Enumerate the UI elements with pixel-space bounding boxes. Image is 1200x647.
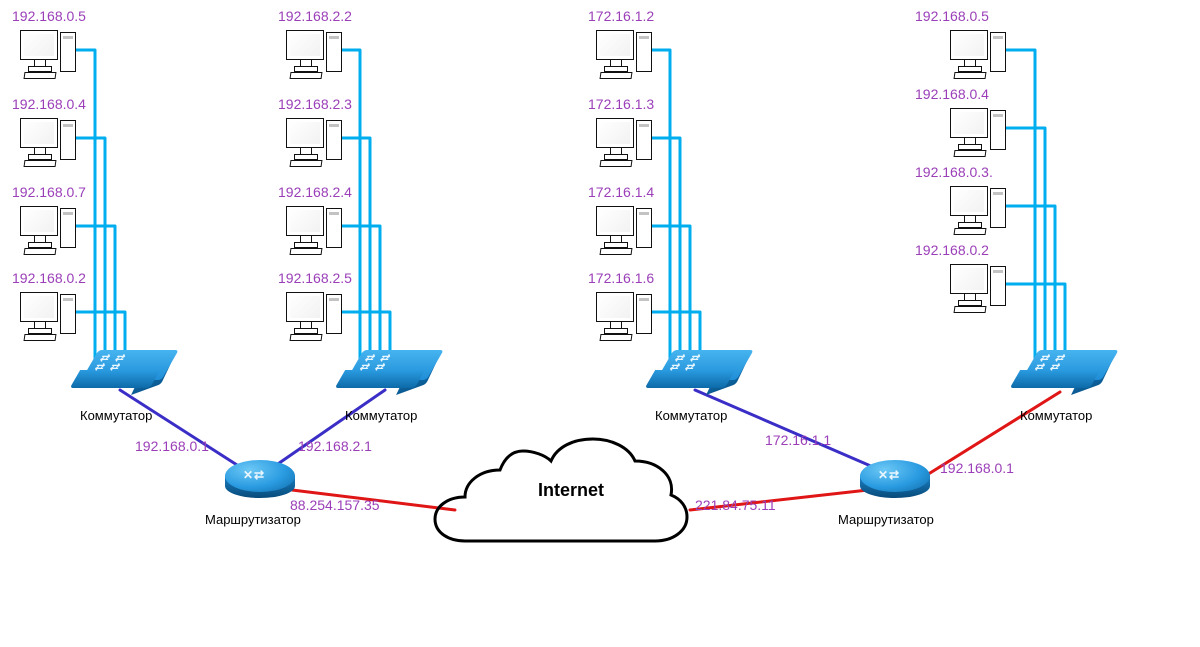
workstation [596, 292, 656, 340]
ip-label: 192.168.2.4 [278, 184, 352, 200]
workstation [286, 206, 346, 254]
workstation [950, 108, 1010, 156]
ip-label: 192.168.0.4 [915, 86, 989, 102]
workstation [950, 30, 1010, 78]
internet-label: Internet [538, 480, 604, 501]
ip-label: 192.168.2.2 [278, 8, 352, 24]
ip-label: 172.16.1.6 [588, 270, 654, 286]
workstation [20, 206, 80, 254]
router: ✕⇄ [225, 460, 295, 508]
ip-label: 192.168.0.2 [915, 242, 989, 258]
ip-label: 192.168.2.3 [278, 96, 352, 112]
router-ip-wan: 221.84.75.11 [695, 497, 776, 513]
switch-label: Коммутатор [1020, 408, 1092, 423]
workstation [596, 118, 656, 166]
router-label: Маршрутизатор [205, 512, 301, 527]
workstation [20, 118, 80, 166]
workstation [286, 30, 346, 78]
workstation [596, 30, 656, 78]
ip-label: 172.16.1.2 [588, 8, 654, 24]
router-ip-right: 192.168.2.1 [298, 438, 372, 454]
workstation [20, 30, 80, 78]
ip-label: 192.168.0.5 [915, 8, 989, 24]
ip-label: 192.168.0.2 [12, 270, 86, 286]
router: ✕⇄ [860, 460, 930, 508]
router-ip-left: 172.16.1.1 [765, 432, 831, 448]
ip-label: 192.168.0.7 [12, 184, 86, 200]
router-ip-right: 192.168.0.1 [940, 460, 1014, 476]
switch: ⇄ ⇄ ⇄ ⇄ [1020, 350, 1110, 402]
router-ip-wan: 88.254.157.35 [290, 497, 380, 513]
workstation [20, 292, 80, 340]
ip-label: 192.168.2.5 [278, 270, 352, 286]
switch: ⇄ ⇄ ⇄ ⇄ [655, 350, 745, 402]
ip-label: 172.16.1.3 [588, 96, 654, 112]
workstation [596, 206, 656, 254]
workstation [950, 186, 1010, 234]
switch-label: Коммутатор [655, 408, 727, 423]
switch-label: Коммутатор [345, 408, 417, 423]
ip-label: 172.16.1.4 [588, 184, 654, 200]
ip-label: 192.168.0.4 [12, 96, 86, 112]
router-label: Маршрутизатор [838, 512, 934, 527]
switch: ⇄ ⇄ ⇄ ⇄ [80, 350, 170, 402]
workstation [286, 292, 346, 340]
workstation [286, 118, 346, 166]
switch: ⇄ ⇄ ⇄ ⇄ [345, 350, 435, 402]
workstation [950, 264, 1010, 312]
router-ip-left: 192.168.0.1 [135, 438, 209, 454]
ip-label: 192.168.0.3. [915, 164, 993, 180]
switch-label: Коммутатор [80, 408, 152, 423]
ip-label: 192.168.0.5 [12, 8, 86, 24]
